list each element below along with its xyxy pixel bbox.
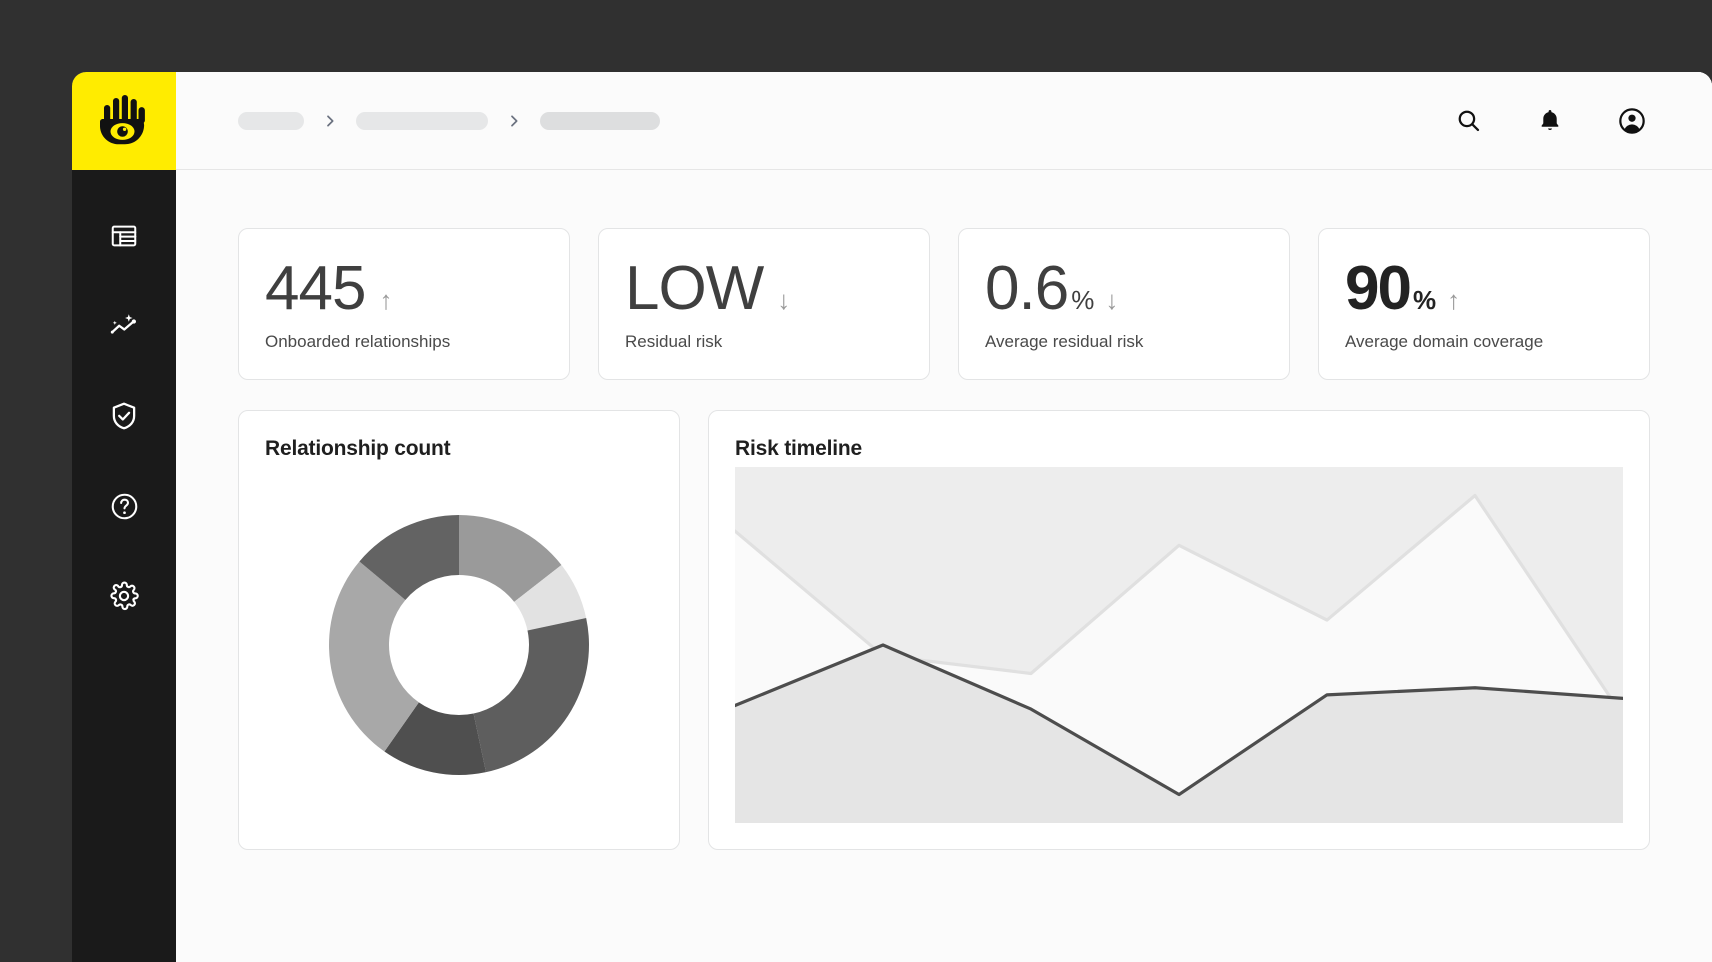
chevron-right-icon (322, 113, 338, 129)
bell-icon (1537, 108, 1563, 134)
chevron-right-icon (506, 113, 522, 129)
question-circle-icon (109, 491, 140, 522)
sidebar-item-settings[interactable] (96, 570, 152, 622)
app-logo[interactable] (72, 72, 176, 170)
relationship-count-donut-chart[interactable] (321, 507, 597, 783)
kpi-card-residual-risk[interactable]: LOW ↓ Residual risk (598, 228, 930, 380)
kpi-value: 445 (265, 253, 366, 323)
breadcrumb-item-1-skeleton[interactable] (238, 111, 304, 130)
panel-relationship-count: Relationship count (238, 410, 680, 850)
sidebar-item-records[interactable] (96, 210, 152, 262)
kpi-label: Average residual risk (985, 332, 1144, 352)
kpi-value-row: 0.6 % ↓ (985, 253, 1263, 323)
topbar-actions (1450, 103, 1650, 139)
kpi-card-onboarded-relationships[interactable]: 445 ↑ Onboarded relationships (238, 228, 570, 380)
series-line[interactable] (735, 645, 1623, 795)
main-column: 445 ↑ Onboarded relationships LOW ↓ Resi… (176, 72, 1712, 962)
breadcrumb-item-3-skeleton[interactable] (540, 111, 660, 130)
kpi-label: Average domain coverage (1345, 332, 1544, 352)
kpi-trend-down-icon: ↓ (1105, 284, 1119, 315)
donut-segment[interactable] (473, 617, 589, 773)
area-fill (735, 645, 1623, 823)
risk-timeline-area-chart[interactable] (735, 467, 1623, 823)
dashboard-content: 445 ↑ Onboarded relationships LOW ↓ Resi… (176, 170, 1712, 962)
hand-eye-logo-icon (97, 93, 151, 149)
kpi-label: Onboarded relationships (265, 332, 451, 352)
kpi-trend-down-icon: ↓ (777, 284, 791, 315)
breadcrumb-item-2-skeleton[interactable] (356, 111, 488, 130)
donut-segment[interactable] (384, 702, 487, 775)
kpi-trend-up-icon: ↑ (379, 284, 393, 315)
notifications-button[interactable] (1532, 103, 1568, 139)
panel-title: Relationship count (265, 437, 451, 460)
sidebar-nav-list (72, 170, 176, 622)
kpi-value: 90 (1345, 253, 1412, 323)
donut-chart-body (265, 467, 653, 823)
account-button[interactable] (1614, 103, 1650, 139)
topbar (176, 72, 1712, 170)
table-grid-icon (109, 221, 139, 251)
donut-segment[interactable] (359, 515, 459, 601)
sidebar-item-assurance[interactable] (96, 390, 152, 442)
search-icon (1455, 107, 1482, 134)
kpi-unit: % (1412, 284, 1437, 315)
kpi-trend-up-icon: ↑ (1447, 284, 1461, 315)
sidebar (72, 72, 176, 962)
kpi-value-row: 90 % ↑ (1345, 253, 1623, 323)
kpi-unit: % (1071, 284, 1095, 315)
panel-title: Risk timeline (735, 437, 862, 460)
kpi-label: Residual risk (625, 332, 723, 352)
sidebar-item-help[interactable] (96, 480, 152, 532)
shield-check-icon (108, 400, 140, 432)
sidebar-item-insights[interactable] (96, 300, 152, 352)
donut-segment[interactable] (459, 515, 562, 602)
sparkle-trend-line-icon (108, 310, 140, 342)
timeline-chart-body (735, 467, 1623, 823)
account-circle-icon (1618, 107, 1646, 135)
donut-segment[interactable] (514, 564, 587, 631)
breadcrumb (238, 111, 660, 130)
kpi-card-row: 445 ↑ Onboarded relationships LOW ↓ Resi… (238, 228, 1650, 380)
app-window: 445 ↑ Onboarded relationships LOW ↓ Resi… (72, 72, 1712, 962)
panel-risk-timeline: Risk timeline (708, 410, 1650, 850)
kpi-value-row: LOW ↓ (625, 253, 903, 323)
kpi-card-average-domain-coverage[interactable]: 90 % ↑ Average domain coverage (1318, 228, 1650, 380)
donut-segment[interactable] (329, 561, 419, 752)
kpi-value: 0.6 (985, 253, 1069, 323)
chart-panel-row: Relationship count Risk timeline (238, 410, 1650, 850)
kpi-card-average-residual-risk[interactable]: 0.6 % ↓ Average residual risk (958, 228, 1290, 380)
gear-icon (108, 580, 140, 612)
kpi-value: LOW (625, 253, 764, 323)
search-button[interactable] (1450, 103, 1486, 139)
kpi-value-row: 445 ↑ (265, 253, 543, 323)
